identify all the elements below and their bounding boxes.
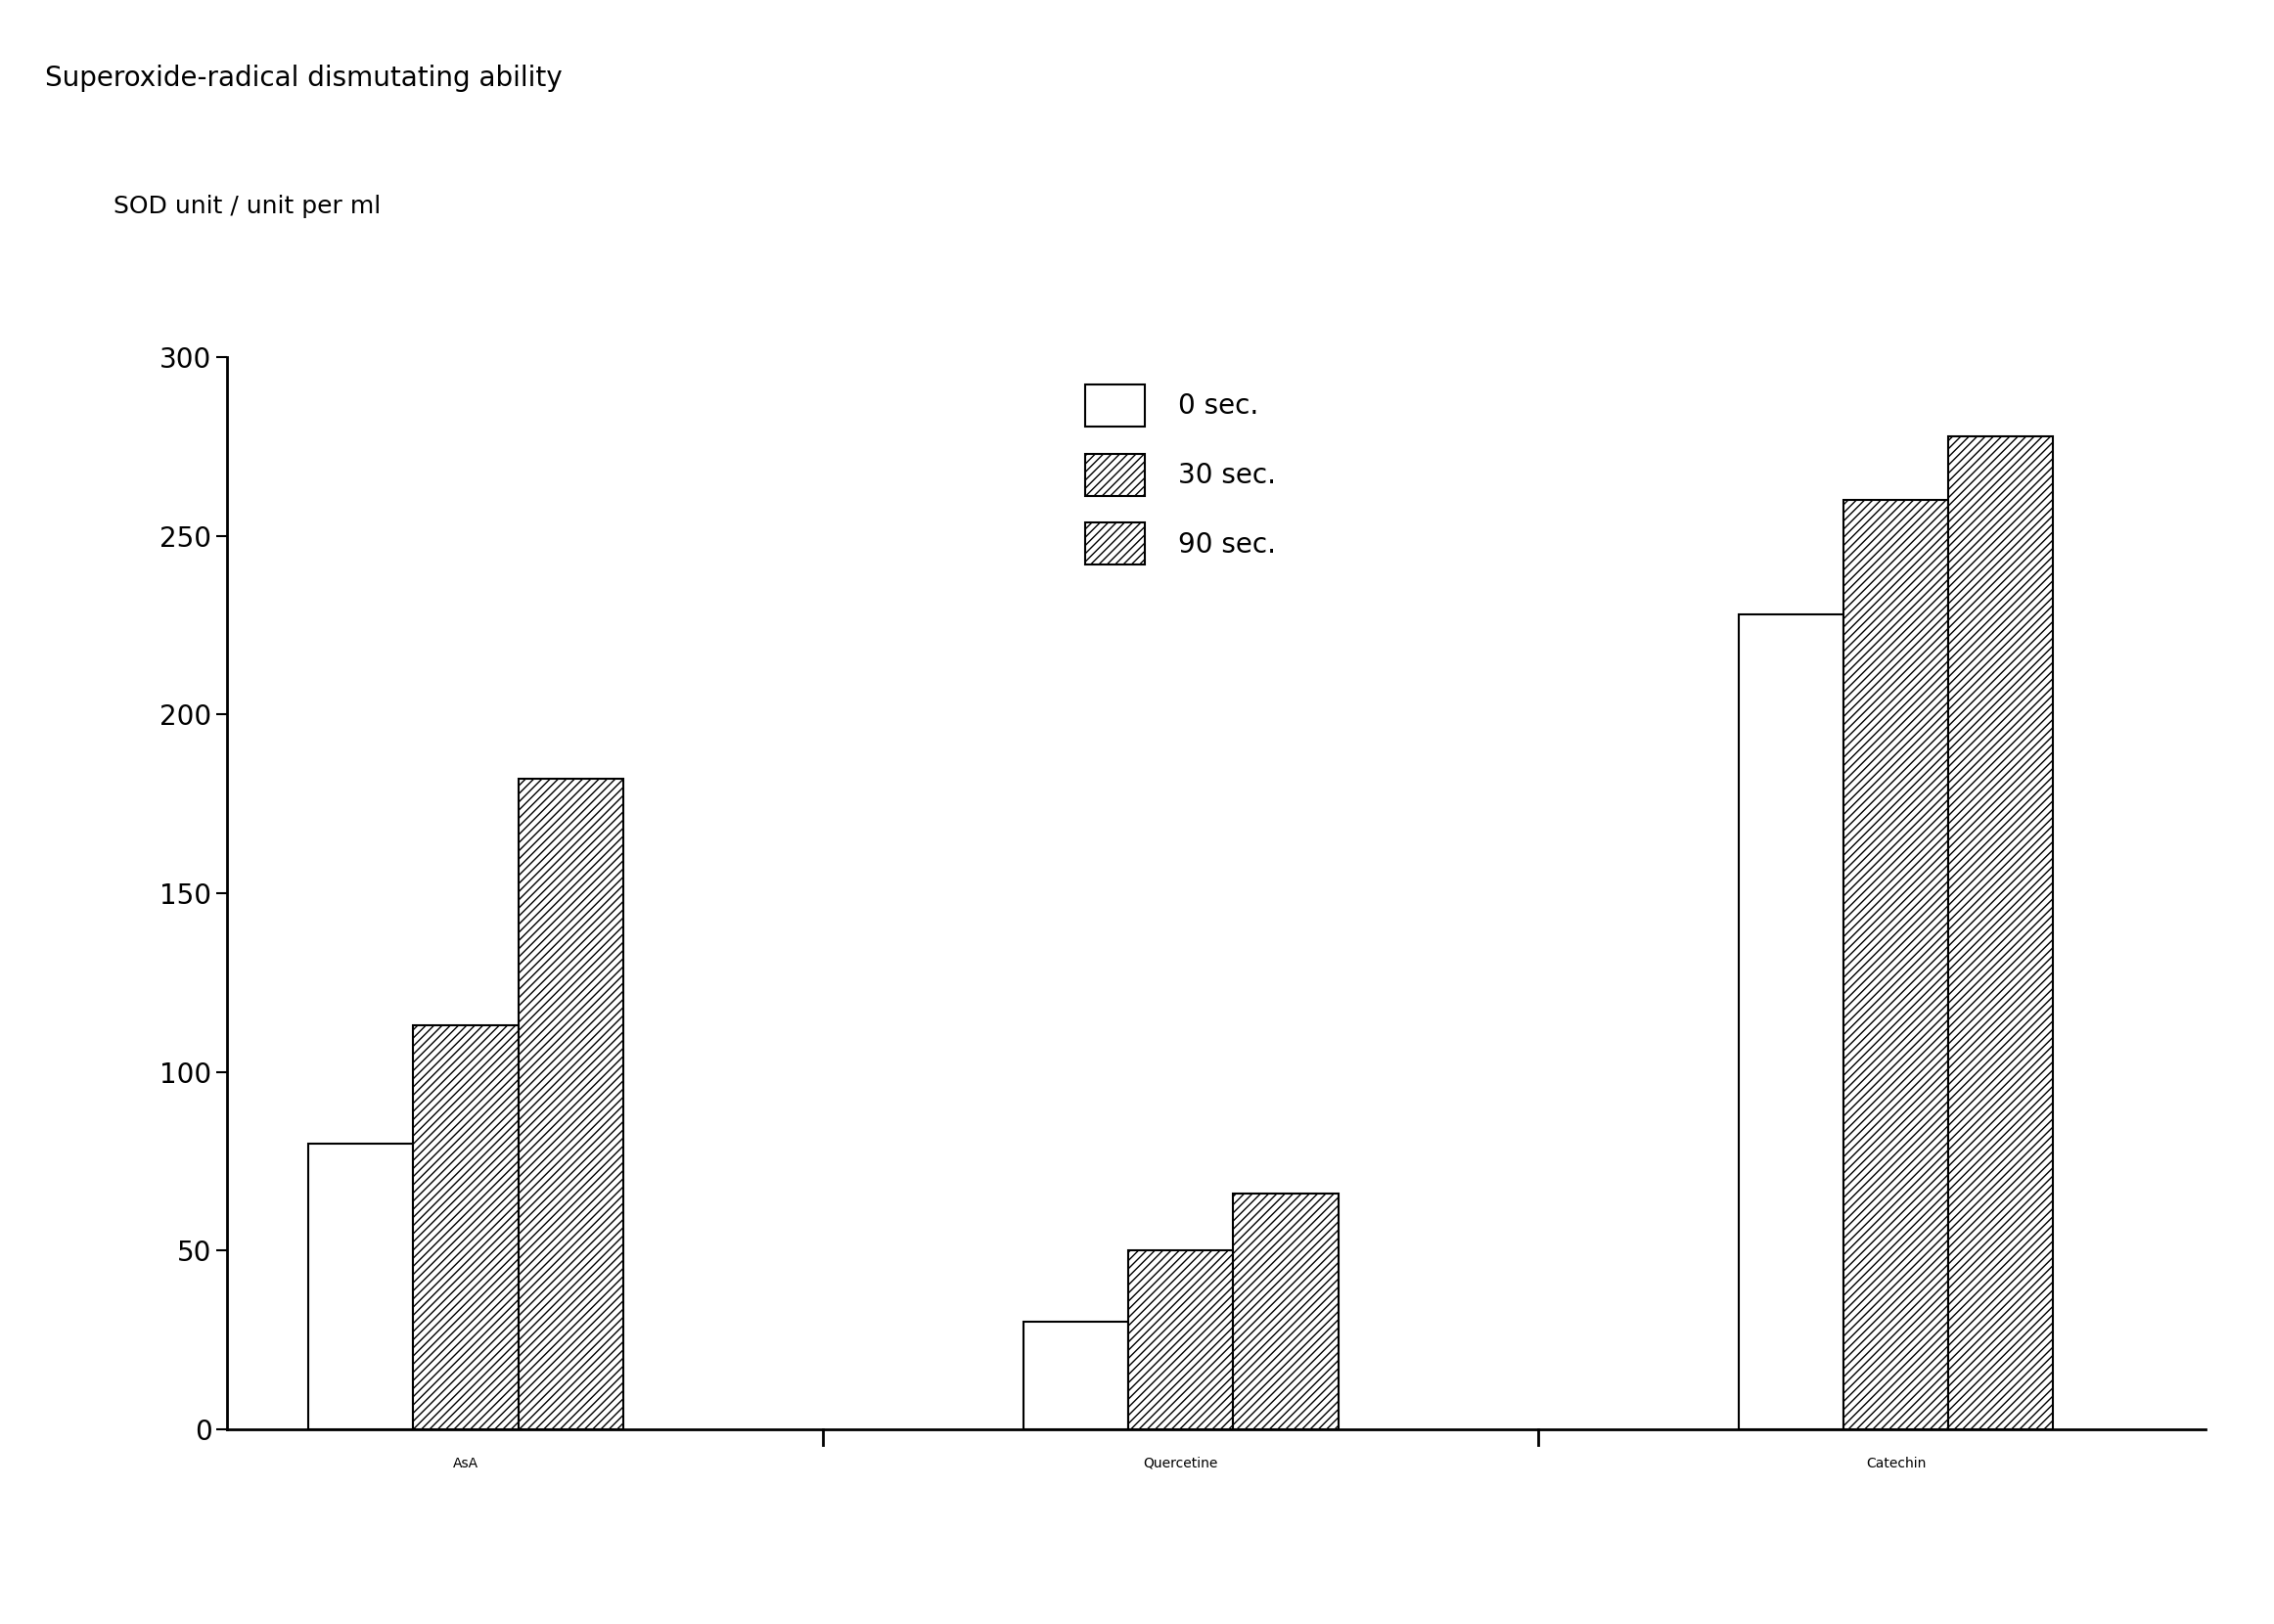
Text: SOD unit / unit per ml: SOD unit / unit per ml <box>114 195 382 218</box>
Bar <box>414 1025 518 1429</box>
Bar <box>518 780 623 1429</box>
Legend: 0 sec., 30 sec., 90 sec.: 0 sec., 30 sec., 90 sec. <box>1071 370 1289 578</box>
Bar <box>309 1143 414 1429</box>
Bar <box>1844 500 1949 1429</box>
Bar <box>1740 614 1844 1429</box>
Bar <box>1023 1322 1128 1429</box>
Bar <box>1949 435 2053 1429</box>
Bar <box>1233 1194 1337 1429</box>
Text: Superoxide-radical dismutating ability: Superoxide-radical dismutating ability <box>45 65 562 93</box>
Bar <box>1128 1250 1233 1429</box>
